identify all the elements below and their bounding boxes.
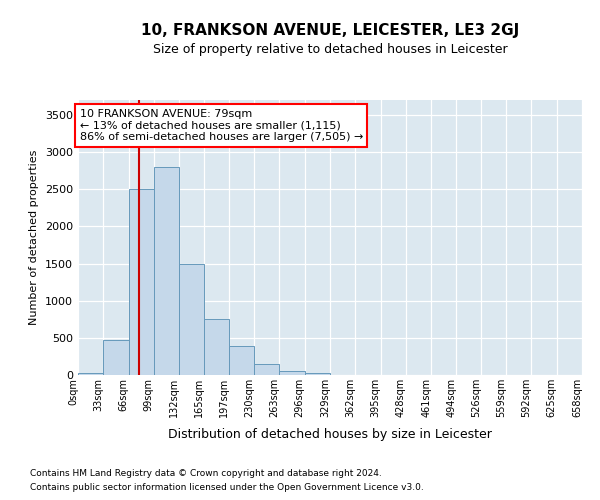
Bar bbox=[280, 370, 305, 375]
Text: 10 FRANKSON AVENUE: 79sqm
← 13% of detached houses are smaller (1,115)
86% of se: 10 FRANKSON AVENUE: 79sqm ← 13% of detac… bbox=[80, 109, 363, 142]
Bar bbox=[254, 364, 280, 375]
Bar bbox=[179, 264, 205, 375]
Bar bbox=[78, 373, 103, 375]
Text: Contains HM Land Registry data © Crown copyright and database right 2024.: Contains HM Land Registry data © Crown c… bbox=[30, 468, 382, 477]
Bar bbox=[103, 340, 128, 375]
Text: Contains public sector information licensed under the Open Government Licence v3: Contains public sector information licen… bbox=[30, 484, 424, 492]
X-axis label: Distribution of detached houses by size in Leicester: Distribution of detached houses by size … bbox=[168, 428, 492, 442]
Bar bbox=[154, 167, 179, 375]
Text: 10, FRANKSON AVENUE, LEICESTER, LE3 2GJ: 10, FRANKSON AVENUE, LEICESTER, LE3 2GJ bbox=[141, 22, 519, 38]
Bar bbox=[205, 320, 229, 375]
Bar bbox=[305, 373, 330, 375]
Bar bbox=[128, 189, 154, 375]
Text: Size of property relative to detached houses in Leicester: Size of property relative to detached ho… bbox=[152, 42, 508, 56]
Y-axis label: Number of detached properties: Number of detached properties bbox=[29, 150, 40, 325]
Bar bbox=[229, 346, 254, 375]
